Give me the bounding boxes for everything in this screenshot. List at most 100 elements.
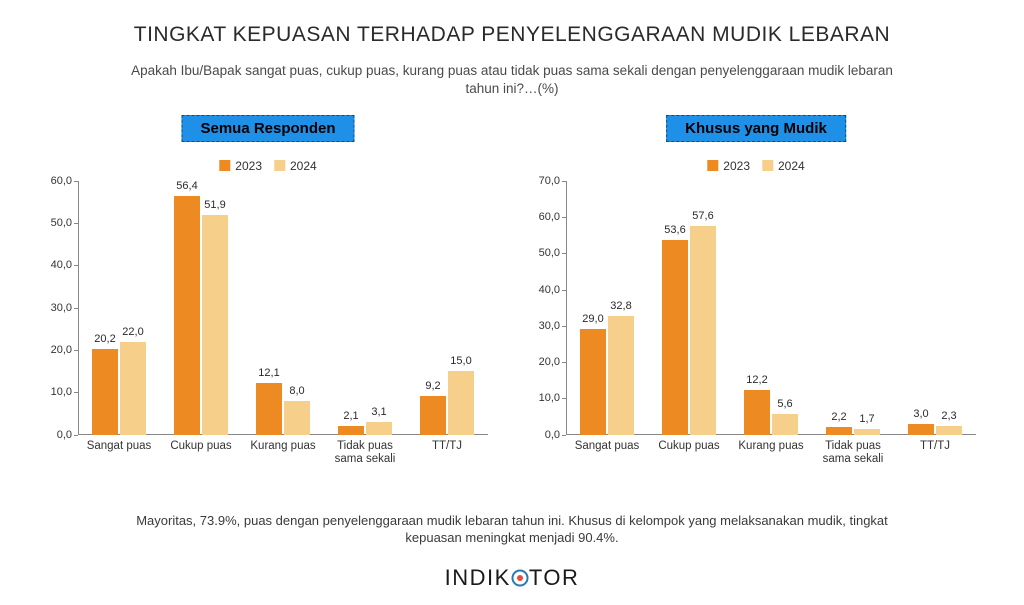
- brand-accent-icon: [511, 567, 529, 593]
- y-tick-label: 10,0: [51, 386, 72, 398]
- panel-title: Semua Responden: [181, 115, 354, 142]
- y-tick-mark: [74, 435, 78, 436]
- y-tick-label: 60,0: [51, 175, 72, 187]
- bar: 22,0: [120, 342, 146, 435]
- bars-region: 29,032,853,657,612,25,62,21,73,02,3: [566, 181, 976, 435]
- bar: 29,0: [580, 329, 606, 434]
- y-axis: 0,010,020,030,040,050,060,070,0: [532, 181, 566, 435]
- plot-area: 0,010,020,030,040,050,060,020,222,056,45…: [44, 181, 492, 469]
- brand-letter: R: [562, 565, 579, 590]
- bar: 5,6: [772, 414, 798, 434]
- y-tick-label: 50,0: [539, 247, 560, 259]
- bar-value-label: 9,2: [425, 380, 440, 392]
- y-tick-label: 30,0: [539, 320, 560, 332]
- bar: 9,2: [420, 396, 446, 435]
- category-group: 29,0 32,8: [566, 181, 648, 435]
- x-label: Sangat puas: [566, 437, 648, 469]
- x-label: Tidak puas sama sekali: [324, 437, 406, 469]
- bar: 12,1: [256, 383, 282, 434]
- x-label: Kurang puas: [730, 437, 812, 469]
- brand-letter: K: [495, 565, 511, 590]
- y-tick-label: 10,0: [539, 392, 560, 404]
- bar-value-label: 12,1: [258, 367, 279, 379]
- bar-value-label: 1,7: [859, 413, 874, 425]
- legend-item: 2024: [762, 159, 805, 173]
- category-group: 20,222,0: [78, 181, 160, 435]
- bar-value-label: 53,6: [664, 224, 685, 236]
- y-tick-label: 20,0: [539, 356, 560, 368]
- bar-value-label: 2,3: [941, 410, 956, 422]
- brand-logo: INDIKTOR: [0, 565, 1024, 593]
- bar-value-label: 22,0: [122, 326, 143, 338]
- legend-item: 2024: [274, 159, 317, 173]
- legend-label: 2023: [235, 159, 262, 173]
- legend: 2023 2024: [707, 159, 804, 173]
- bar-value-label: 56,4: [176, 180, 197, 192]
- bar-value-label: 8,0: [289, 385, 304, 397]
- chart-panel-left: Semua Responden 2023 2024 0,0 10,0 20,0 30,0 40…: [44, 115, 492, 469]
- category-group: 12,18,0: [242, 181, 324, 435]
- category-group: 53,657,6: [648, 181, 730, 435]
- x-label: Cukup puas: [160, 437, 242, 469]
- y-tick-label: 50,0: [51, 217, 72, 229]
- category-group: 2,13,1: [324, 181, 406, 435]
- bar-value-label: 57,6: [692, 210, 713, 222]
- category-group: 9,215,0: [406, 181, 488, 435]
- bar: 8,0: [284, 401, 310, 435]
- y-tick-label: 0,0: [57, 429, 72, 441]
- bar-value-label: 2,2: [831, 411, 846, 423]
- legend-swatch: [762, 160, 773, 171]
- category-group: 3,02,3: [894, 181, 976, 435]
- legend: 2023 2024: [219, 159, 316, 173]
- bar: 2,2: [826, 427, 852, 435]
- x-labels: Sangat puasCukup puasKurang puasTidak pu…: [78, 437, 488, 469]
- legend-label: 2024: [778, 159, 805, 173]
- brand-letter: O: [543, 565, 562, 590]
- bar: 3,1: [366, 422, 392, 435]
- y-tick-label: 0,0: [545, 429, 560, 441]
- charts-row: Semua Responden 2023 2024 0,0 10,0 20,0 30,0 40…: [0, 99, 1024, 469]
- brand-letter: D: [470, 565, 487, 590]
- bars-region: 20,222,056,451,912,18,02,13,19,215,0: [78, 181, 488, 435]
- y-tick-label: 60,0: [539, 211, 560, 223]
- bar: 3,0: [908, 424, 934, 435]
- y-tick-label: 30,0: [51, 302, 72, 314]
- x-labels: Sangat puasCukup puasKurang puasTidak pu…: [566, 437, 976, 469]
- y-tick-label: 40,0: [539, 284, 560, 296]
- bar-value-label: 3,1: [371, 406, 386, 418]
- bar: 51,9: [202, 215, 228, 435]
- page-subtitle: Apakah Ibu/Bapak sangat puas, cukup puas…: [0, 52, 1024, 98]
- x-label: TT/TJ: [894, 437, 976, 469]
- legend-item: 2023: [707, 159, 750, 173]
- y-axis: 0,010,020,030,040,050,060,0: [44, 181, 78, 435]
- bar-value-label: 3,0: [913, 408, 928, 420]
- y-tick-label: 40,0: [51, 259, 72, 271]
- x-label: Tidak puas sama sekali: [812, 437, 894, 469]
- y-tick-label: 70,0: [539, 175, 560, 187]
- bar: 12,2: [744, 390, 770, 434]
- legend-item: 2023: [219, 159, 262, 173]
- category-group: 2,2 1,7: [812, 181, 894, 435]
- bar-value-label: 51,9: [204, 199, 225, 211]
- x-label: Cukup puas: [648, 437, 730, 469]
- legend-swatch: [219, 160, 230, 171]
- bar: 15,0: [448, 371, 474, 435]
- bar-value-label: 20,2: [94, 333, 115, 345]
- bar-value-label: 29,0: [582, 313, 603, 325]
- brand-letter: T: [529, 565, 544, 590]
- x-label: TT/TJ: [406, 437, 488, 469]
- bar: 53,6: [662, 240, 688, 434]
- bar-value-label: 12,2: [746, 374, 767, 386]
- bar-value-label: 15,0: [450, 355, 471, 367]
- bar-value-label: 32,8: [610, 300, 631, 312]
- y-tick-label: 20,0: [51, 344, 72, 356]
- category-group: 56,4 51,9: [160, 181, 242, 435]
- category-group: 12,25,6: [730, 181, 812, 435]
- plot-area: 0,010,020,030,040,050,060,070,029,032,85…: [532, 181, 980, 469]
- bar: 20,2: [92, 349, 118, 435]
- bar: 57,6: [690, 226, 716, 435]
- y-tick-mark: [562, 435, 566, 436]
- bar: 2,3: [936, 426, 962, 434]
- legend-label: 2023: [723, 159, 750, 173]
- page-title: TINGKAT KEPUASAN TERHADAP PENYELENGGARAA…: [0, 0, 1024, 52]
